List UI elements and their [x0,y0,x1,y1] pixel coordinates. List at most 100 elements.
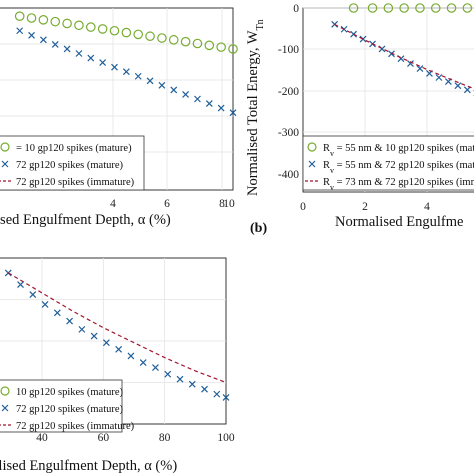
legend-marker-x [1,160,9,168]
data-point [388,50,395,58]
x-tick-label: 60 [98,432,110,444]
data-point [216,42,226,52]
data-point [201,385,208,393]
data-point [115,345,123,353]
data-point [28,31,35,39]
data-point [213,390,221,398]
legend-marker-x [1,404,9,412]
x-tick-label: 100 [217,432,235,444]
data-point [78,325,86,333]
data-point [17,281,24,288]
data-point [86,22,96,32]
data-point [152,364,159,371]
x-tick-label: 6 [164,198,170,210]
data-point [192,38,203,49]
data-point [134,72,142,80]
data-point [41,301,49,308]
data-point [331,20,339,28]
data-point [127,352,135,360]
data-point [145,31,155,42]
legend-entry: 72 gp120 spikes (immature) [16,421,135,432]
y-tick-label: -300 [278,127,299,139]
data-point [14,11,25,21]
y-axis-label: Normalised Total Energy, WTn [245,19,266,196]
panel-label: (b) [250,221,267,236]
data-point [109,25,120,36]
data-point [229,109,237,117]
legend-entry: = 10 gp120 spikes (mature) [16,143,132,154]
data-point [164,370,172,378]
data-point [454,82,462,90]
data-point [97,24,108,34]
data-point [66,317,74,325]
legend-marker-circle [0,142,10,152]
x-axis-label: Normalised Engulfme [335,214,463,230]
data-point [158,81,166,89]
data-point [39,36,47,44]
data-point [348,3,359,13]
data-point [435,74,443,81]
data-point [188,380,196,388]
data-point [4,269,12,277]
x-tick-label: 0 [300,201,306,213]
y-tick-label: -100 [278,44,299,56]
legend-marker-circle [307,142,317,152]
x-tick-label: 2 [362,201,368,213]
chart-panel-c: 40 60 80 100 alised Engulfment Depth, α (%) 1… [0,257,235,474]
x-tick-label: 4 [424,201,430,213]
data-point [90,332,98,340]
x-tick-label: 10 [223,198,235,210]
data-point [416,65,424,72]
data-point [122,68,130,76]
data-point [38,15,49,25]
y-tick-label: -400 [278,169,299,181]
y-tick-label: -200 [278,86,299,98]
data-point [359,35,367,43]
legend-box [0,135,145,191]
x-axis-label: lised Engulfment Depth, α (%) [0,212,171,228]
data-point [51,40,59,48]
data-point [228,44,238,54]
data-point [157,33,167,43]
data-point [139,359,147,367]
data-point [62,18,72,29]
x-tick-label: 4 [110,198,116,210]
data-point [430,3,441,13]
data-point [204,40,215,51]
data-point [121,27,132,38]
data-point [133,29,143,40]
legend-entry: Rv = 55 nm & 72 gp120 spikes (mat [323,160,474,175]
x-tick-label: 40 [36,432,48,444]
data-point [16,27,24,35]
legend-marker-x [308,160,316,168]
data-point [462,3,473,13]
data-point [222,394,230,401]
data-point [26,13,37,23]
data-point [399,3,409,13]
x-tick-label: 8 [219,198,225,210]
data-point [180,36,191,47]
data-point [463,86,471,94]
x-axis-label: alised Engulfment Depth, α (%) [0,458,177,474]
legend-entry: 72 gp120 spikes (mature) [16,404,124,415]
data-point [29,291,37,298]
legend-entry: 10 gp120 spikes (mature) [16,387,124,398]
data-point [194,95,201,103]
x-tick-label: 80 [159,432,171,444]
data-point [146,77,154,85]
y-tick-label: 0 [293,3,299,15]
data-point [63,45,71,53]
data-point [217,104,225,112]
series-line [7,272,227,384]
data-point [50,16,61,27]
data-point [367,3,378,13]
data-point [75,50,83,57]
data-point [111,63,118,71]
legend-box [302,135,474,191]
legend-entry: Rv = 73 nm & 72 gp120 spikes (imma [323,177,474,192]
chart-panel-b: 0 2 4 0 -100 -200 -300 -400 Normalised Total Ene… [245,3,474,236]
legend-entry: Rv = 55 nm & 10 gp120 spikes (mat [323,143,474,158]
legend-entry: 72 gp120 spikes (immature) [16,177,135,188]
legend-entry: 72 gp120 spikes (mature) [16,160,124,171]
